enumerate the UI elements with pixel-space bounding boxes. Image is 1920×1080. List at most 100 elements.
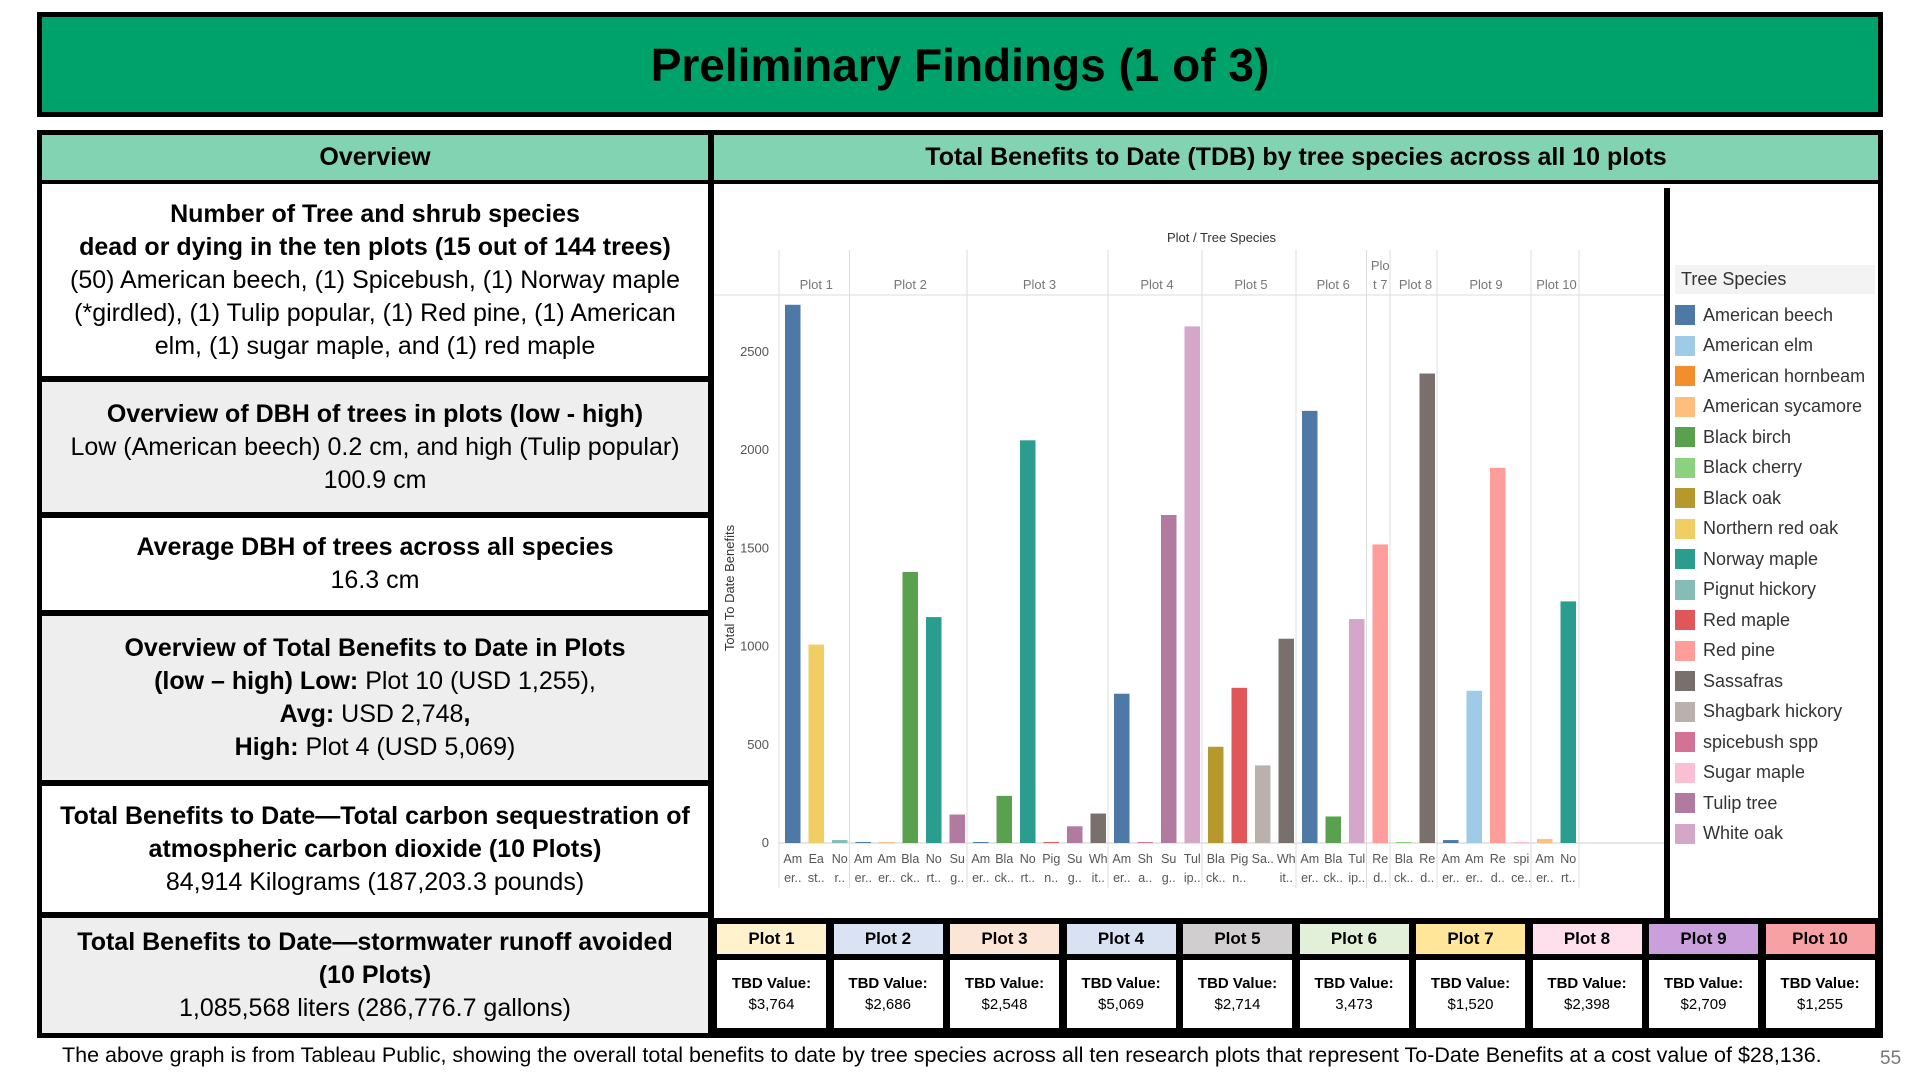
tbd-value: $2,548 (981, 996, 1028, 1013)
x-tick-label: rt.. (1561, 871, 1576, 885)
dead-trees-text-3: elm, (1) sugar maple, and (1) red maple (154, 331, 596, 360)
x-tick-label: Sa.. (1252, 852, 1274, 866)
avg-value: USD 2,748 (334, 700, 464, 728)
bar (1161, 514, 1177, 843)
legend-swatch (1675, 335, 1695, 356)
plot-label: Plot 5 (1234, 277, 1267, 292)
x-tick-label: Tul (1348, 852, 1365, 866)
x-tick-label: g.. (950, 871, 964, 885)
overview-header: Overview (42, 135, 708, 184)
x-tick-label: Re (1490, 852, 1506, 866)
x-tick-label: ck.. (1324, 871, 1343, 885)
plot-value-cell: TBD Value: $2,714 (1183, 960, 1292, 1028)
x-tick-label: Bla (1395, 852, 1413, 866)
x-tick-label: Su (950, 852, 965, 866)
plot-label: Plot 6 (1317, 277, 1350, 292)
y-tick-label: 1000 (740, 639, 769, 654)
legend-item: Sugar maple (1675, 758, 1875, 789)
x-tick-label: g.. (1162, 871, 1176, 885)
x-tick-label: rt.. (926, 871, 941, 885)
legend-label: Red maple (1703, 609, 1791, 630)
plot-value-cell: TBD Value: $1,520 (1416, 960, 1525, 1028)
x-tick-label: er.. (878, 871, 895, 885)
x-tick-label: Wh (1277, 852, 1296, 866)
legend-label: Black birch (1703, 426, 1792, 447)
x-tick-label: ce.. (1511, 871, 1531, 885)
legend-item: Red maple (1675, 605, 1875, 636)
legend-label: Black cherry (1703, 457, 1803, 478)
x-tick-label: Bla (1207, 852, 1225, 866)
slide-title: Preliminary Findings (1 of 3) (37, 12, 1883, 117)
tbd-label: TBD Value: (1663, 975, 1744, 992)
legend-swatch (1675, 518, 1695, 539)
x-tick-label: er.. (1442, 871, 1459, 885)
tbd-label: TBD Value: (848, 975, 928, 992)
legend-label: Red pine (1703, 640, 1776, 661)
plot-label: Plot 10 (1536, 277, 1576, 292)
x-tick-label: ip.. (1348, 871, 1365, 885)
divider (42, 780, 708, 786)
legend-item: Sassafras (1675, 666, 1875, 697)
x-tick-label: n.. (1044, 871, 1058, 885)
plot-label: Plot 2 (894, 277, 927, 292)
carbon-box: Total Benefits to Date—Total carbon sequ… (42, 786, 708, 912)
bar (879, 842, 895, 844)
legend-swatch (1675, 427, 1695, 448)
legend-item: Black oak (1675, 483, 1875, 514)
y-tick-label: 0 (762, 835, 769, 850)
plot-value-header: Plot 3 (950, 924, 1059, 954)
avg-dbh-heading: Average DBH of trees across all species (136, 533, 614, 561)
dead-trees-text-2: (*girdled), (1) Tulip popular, (1) Red p… (74, 298, 676, 327)
plot-name: Plot 8 (1532, 924, 1642, 954)
y-tick-label: 2000 (740, 442, 769, 457)
dbh-range-text-1: Low (American beech) 0.2 cm, and high (T… (70, 432, 680, 461)
divider (42, 512, 708, 518)
stormwater-value: 1,085,568 liters (286,776.7 gallons) (179, 994, 571, 1022)
tbd-label: TBD Value: (731, 975, 812, 992)
tbd-value: $2,398 (1564, 996, 1610, 1013)
chart-title: Plot / Tree Species (1167, 230, 1277, 245)
plot-value-cell: TBD Value: $1,255 (1765, 960, 1875, 1028)
legend-item: spicebush spp (1675, 727, 1875, 758)
legend-swatch (1675, 305, 1695, 326)
legend-label: Pignut hickory (1703, 579, 1817, 600)
bar (808, 644, 824, 843)
legend: Tree Species American beech American elm A… (1675, 265, 1875, 849)
x-tick-label: Wh (1089, 852, 1108, 866)
dbh-range-box: Overview of DBH of trees in plots (low -… (42, 382, 708, 512)
divider (42, 610, 708, 616)
x-tick-label: er.. (1301, 871, 1318, 885)
divider (42, 912, 708, 918)
footer-caption: The above graph is from Tableau Public, … (62, 1043, 1822, 1067)
stormwater-heading-2: (10 Plots) (318, 961, 432, 989)
y-tick-label: 1500 (740, 540, 769, 555)
x-tick-label: Am (971, 852, 990, 866)
plot-value-cell: TBD Value: $5,069 (1066, 960, 1176, 1028)
dbh-range-heading: Overview of DBH of trees in plots (low -… (106, 399, 644, 428)
dead-trees-text-1: (50) American beech, (1) Spicebush, (1) … (70, 265, 680, 294)
plot-name: Plot 9 (1649, 924, 1758, 954)
x-tick-label: d.. (1491, 871, 1505, 885)
x-tick-label: Bla (995, 852, 1013, 866)
bar (973, 842, 989, 844)
stormwater-box: Total Benefits to Date—stormwater runoff… (42, 918, 708, 1033)
x-tick-label: st.. (808, 871, 825, 885)
x-tick-label: er.. (1536, 871, 1553, 885)
x-tick-label: d.. (1420, 871, 1434, 885)
x-tick-label: ck.. (1394, 871, 1413, 885)
legend-item: White oak (1675, 819, 1875, 850)
x-tick-label: Re (1419, 852, 1435, 866)
bar (1490, 467, 1506, 843)
plot-value-header: Plot 5 (1183, 924, 1292, 954)
avg-dbh-box: Average DBH of trees across all species … (42, 518, 708, 610)
bar (1184, 326, 1200, 844)
x-tick-label: Am (877, 852, 896, 866)
bar (1302, 410, 1318, 843)
bar (785, 304, 801, 843)
legend-swatch (1675, 793, 1695, 814)
legend-label: White oak (1703, 823, 1784, 844)
plot-name: Plot 6 (1299, 924, 1409, 954)
carbon-value: 84,914 Kilograms (187,203.3 pounds) (165, 867, 585, 896)
x-tick-label: er.. (784, 871, 801, 885)
legend-item: Black birch (1675, 422, 1875, 453)
